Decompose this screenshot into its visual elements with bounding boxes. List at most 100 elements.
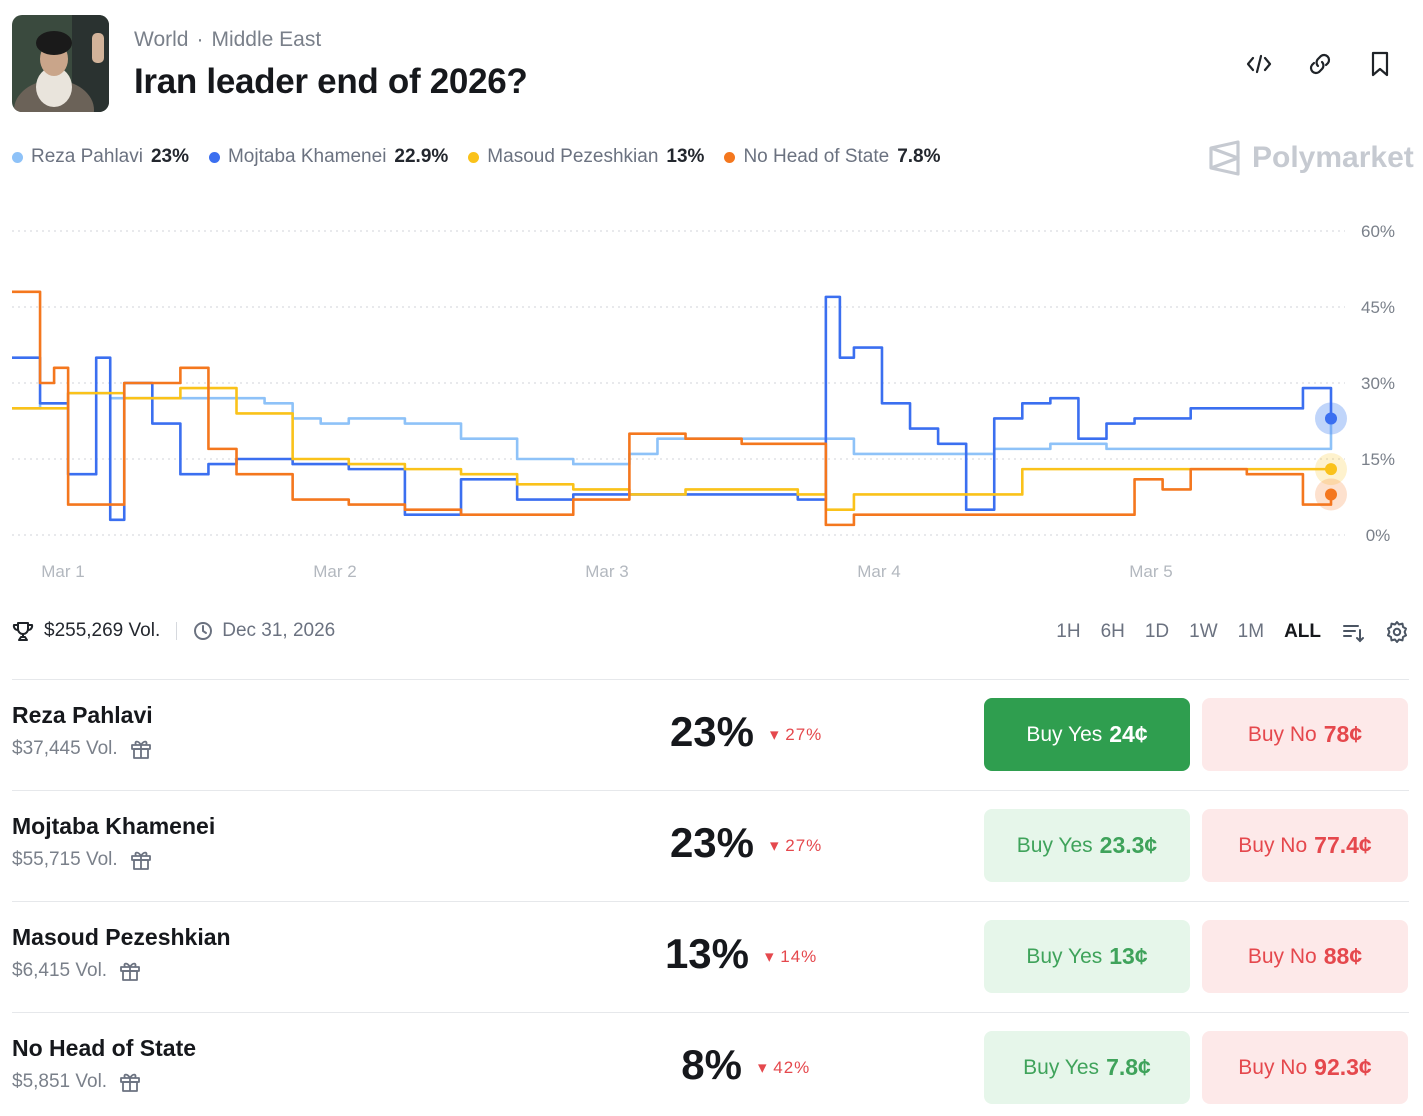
buy-yes-button[interactable]: Buy Yes 24¢ [984,698,1190,771]
legend-value: 23% [150,146,189,167]
legend-dot [468,151,480,163]
outcome-volume-line: $37,445 Vol. [12,738,152,760]
outcome-row-masoud-pezeshkian[interactable]: Masoud Pezeshkian $6,415 Vol. 13% ▾ 14% … [0,902,1423,1013]
outcome-row-reza-pahlavi[interactable]: Reza Pahlavi $37,445 Vol. 23% ▾ 27% Buy … [0,680,1423,791]
buy-yes-price: 24¢ [1109,721,1148,747]
buy-yes-label: Buy Yes [1023,1055,1100,1079]
change-value: 14% [780,947,818,966]
legend-label: Reza Pahlavi [31,146,143,167]
gift-icon[interactable] [119,960,141,982]
total-volume: $255,269 Vol. [44,620,161,641]
price-history-chart: 0% 15% 30% 45% 60% Mar 1 Mar 2 Mar 3 Mar 4 Mar 5 [12,222,1395,581]
outcome-probability: 8% [681,1041,742,1088]
y-tick-label: 30% [1361,374,1395,393]
buy-no-price: 92.3¢ [1314,1054,1372,1080]
breadcrumb-category[interactable]: World [134,28,189,51]
legend-label: Masoud Pezeshkian [487,146,659,167]
breadcrumb: World · Middle East [134,28,321,52]
legend-dot [724,151,736,163]
buy-no-button[interactable]: Buy No 88¢ [1202,920,1408,993]
breadcrumb-separator: · [196,28,204,51]
time-range-selector: 1H 6H 1D 1W 1M ALL [1056,620,1409,644]
outcome-volume-line: $6,415 Vol. [12,960,141,982]
legend-label: No Head of State [743,146,890,167]
buy-no-price: 78¢ [1323,721,1363,747]
row-divider [12,790,1409,791]
outcome-volume: $55,715 Vol. [12,849,118,870]
change-value: 27% [785,836,823,855]
legend-value: 7.8% [897,146,941,167]
clock-icon [193,621,213,641]
polymarket-watermark: Polymarket [1208,140,1414,176]
legend-label: Mojtaba Khamenei [227,146,387,167]
outcome-row-no-head-of-state[interactable]: No Head of State $5,851 Vol. 8% ▾ 42% Bu… [0,1013,1423,1116]
legend-item-reza-pahlavi: Reza Pahlavi 23% [12,146,189,168]
y-tick-label: 0% [1366,526,1391,545]
buy-yes-price: 23.3¢ [1099,832,1158,858]
x-tick-label: Mar 3 [585,562,628,581]
gift-icon[interactable] [119,1071,141,1093]
buy-no-label: Buy No [1247,722,1317,746]
outcome-change: ▾ 27% [770,725,823,744]
x-tick-label: Mar 2 [313,562,356,581]
outcome-change: ▾ 42% [758,1058,811,1077]
link-icon[interactable] [1304,48,1336,80]
series-endpoint [1325,463,1337,476]
settings-gear-icon[interactable] [1385,620,1409,644]
range-1h[interactable]: 1H [1056,621,1081,642]
buy-yes-label: Buy Yes [1016,833,1093,857]
outcome-change: ▾ 14% [765,947,818,966]
legend-value: 13% [666,146,705,167]
legend-item-no-head-of-state: No Head of State 7.8% [724,146,941,168]
x-tick-label: Mar 5 [1129,562,1172,581]
embed-icon[interactable] [1243,48,1275,80]
end-date: Dec 31, 2026 [222,620,336,641]
buy-yes-button[interactable]: Buy Yes 23.3¢ [984,809,1190,882]
buy-no-button[interactable]: Buy No 92.3¢ [1202,1031,1408,1104]
gift-icon[interactable] [130,849,152,871]
range-6h[interactable]: 6H [1100,621,1125,642]
breadcrumb-subcategory[interactable]: Middle East [211,28,322,51]
buy-no-button[interactable]: Buy No 77.4¢ [1202,809,1408,882]
legend-item-mojtaba-khamenei: Mojtaba Khamenei 22.9% [208,146,449,168]
chart-legend: Reza Pahlavi 23% Mojtaba Khamenei 22.9% … [12,146,941,168]
outcome-name: No Head of State [12,1035,197,1061]
gift-icon[interactable] [130,738,152,760]
range-1w[interactable]: 1W [1189,621,1218,642]
outcome-row-mojtaba-khamenei[interactable]: Mojtaba Khamenei $55,715 Vol. 23% ▾ 27% … [0,791,1423,902]
y-tick-label: 60% [1361,222,1395,241]
range-all[interactable]: ALL [1284,621,1321,642]
buy-yes-price: 13¢ [1109,943,1148,969]
bookmark-icon[interactable] [1364,48,1396,80]
outcome-name: Mojtaba Khamenei [12,813,216,839]
outcome-probability: 23% [669,708,754,755]
meta-divider [176,622,178,640]
buy-yes-label: Buy Yes [1026,944,1103,968]
range-1m[interactable]: 1M [1237,621,1265,642]
outcome-volume-line: $55,715 Vol. [12,849,152,871]
polymarket-logo-icon [1209,140,1240,176]
legend-item-masoud-pezeshkian: Masoud Pezeshkian 13% [468,146,704,168]
range-1d[interactable]: 1D [1144,621,1170,642]
row-divider [12,901,1409,902]
series-line [12,295,1333,522]
buy-yes-button[interactable]: Buy Yes 7.8¢ [984,1031,1190,1104]
row-divider [12,1012,1409,1013]
series-endpoint [1325,488,1337,501]
buy-no-price: 88¢ [1323,943,1363,969]
buy-no-label: Buy No [1247,944,1317,968]
legend-dot [208,151,220,163]
change-value: 27% [785,725,823,744]
outcome-change: ▾ 27% [770,836,823,855]
outcome-name: Reza Pahlavi [12,702,153,728]
outcome-volume: $37,445 Vol. [12,738,118,759]
brand-name: Polymarket [1252,141,1414,174]
legend-value: 22.9% [394,146,449,167]
outcome-probability: 13% [664,930,749,977]
sort-icon[interactable] [1341,620,1365,644]
x-tick-label: Mar 1 [41,562,84,581]
outcome-volume: $6,415 Vol. [12,960,108,981]
buy-no-button[interactable]: Buy No 78¢ [1202,698,1408,771]
buy-yes-button[interactable]: Buy Yes 13¢ [984,920,1190,993]
series-endpoint [1325,412,1337,425]
